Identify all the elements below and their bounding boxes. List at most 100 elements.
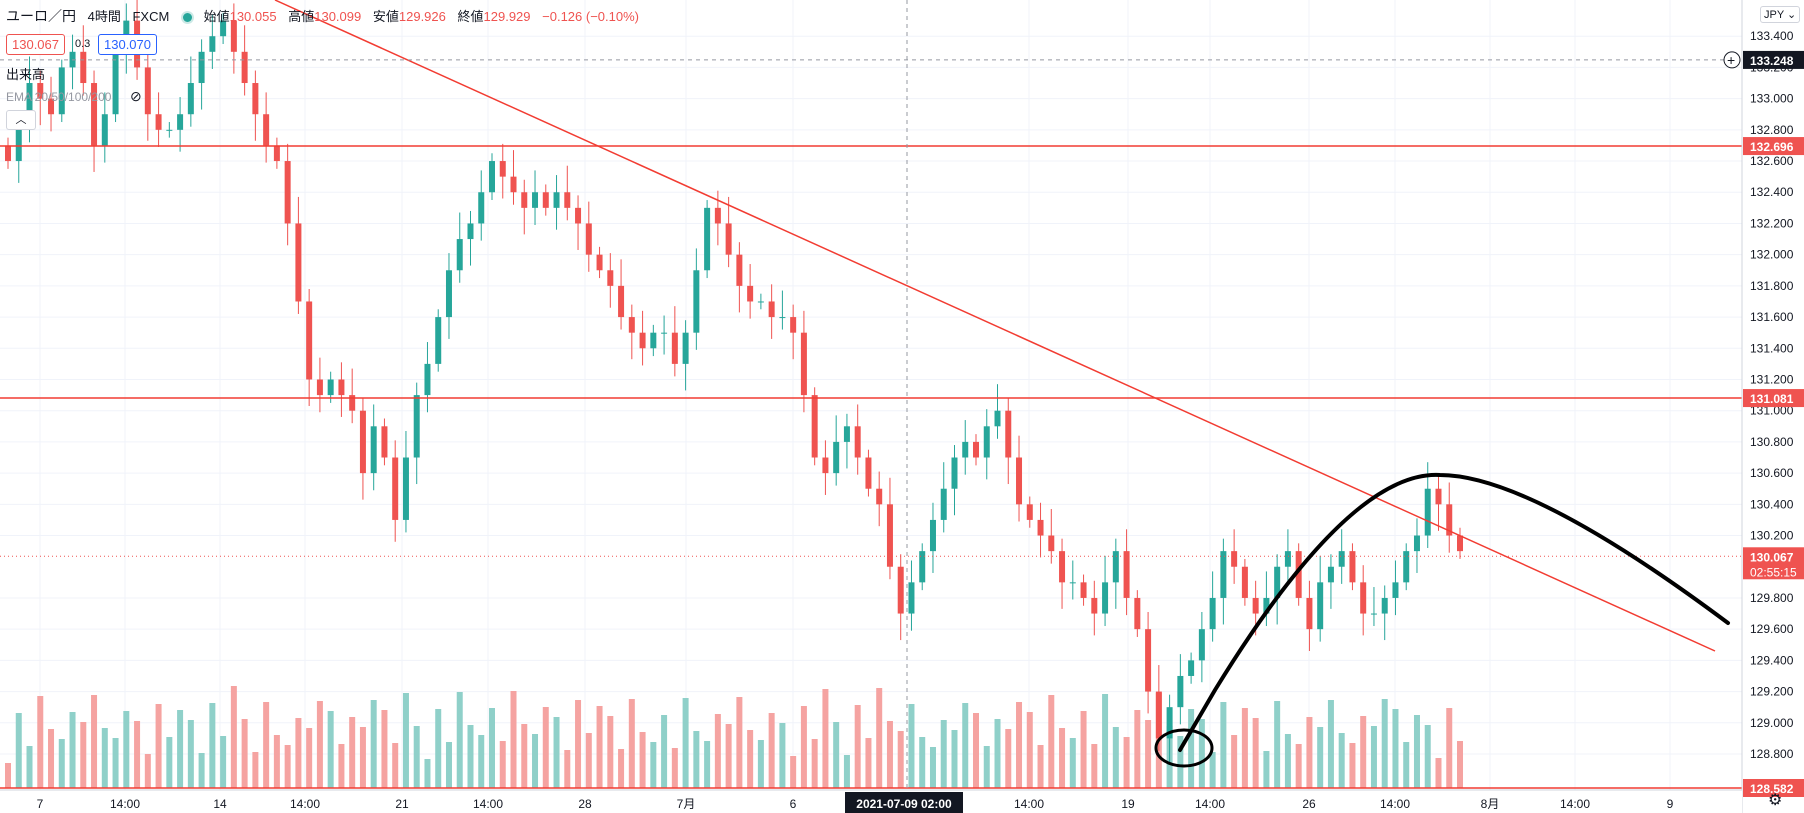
volume-bar [295,718,302,788]
volume-bar [1091,744,1098,788]
add-alert-plus: + [1727,52,1735,68]
volume-bar [424,759,431,788]
candle-body [445,270,452,318]
current-price-label: 130.067 [1750,550,1794,564]
candle-body [1274,566,1281,598]
volume-bar [155,704,162,788]
volume-bar [177,710,184,788]
volume-bar [1026,712,1033,788]
candle-body [370,426,377,474]
volume-bar [1112,727,1119,788]
x-tick-label: 21 [395,797,409,811]
candle-body [532,192,539,208]
candle-body [553,192,560,208]
currency-select[interactable]: JPY ⌄ [1760,6,1801,23]
y-tick-label: 131.600 [1750,310,1794,324]
candle-body [811,395,818,458]
volume-bar [1252,718,1259,788]
volume-bar [166,737,173,788]
y-tick-label: 132.000 [1750,248,1794,262]
candle-body [155,114,162,130]
low-value: 129.926 [398,9,446,24]
volume-bar [951,730,958,788]
volume-bar [553,717,560,788]
candle-body [940,488,947,520]
volume-bar [1338,733,1345,788]
candle-body [1188,660,1195,676]
volume-bar [736,697,743,788]
buy-button[interactable]: 130.070 [98,34,157,55]
candle-body [478,192,485,224]
volume-bar [1263,751,1270,788]
volume-bar [413,726,420,788]
x-tick-label: 14:00 [1560,797,1590,811]
x-tick-label: 14:00 [473,797,503,811]
y-tick-label: 131.800 [1750,279,1794,293]
countdown-label: 02:55:15 [1750,565,1797,579]
low-label: 安値 [372,9,399,24]
candle-body [822,457,829,474]
candle-body [714,207,721,224]
collapse-chevron-icon[interactable]: ︿ [6,110,36,130]
candle-body [273,145,280,162]
volume-bar [757,740,764,788]
candle-body [1177,675,1184,708]
volume-bar [349,717,356,788]
candle-body [1080,582,1087,598]
volume-indicator-label[interactable]: 出来高 [6,67,46,82]
candle-body [187,83,194,115]
candle-body [1424,488,1431,536]
volume-bar [306,728,313,788]
candle-body [1403,551,1410,583]
volume-bar [284,745,291,788]
volume-bar [973,713,979,788]
x-tick-label: 14 [213,797,227,811]
volume-bar [1145,720,1152,788]
y-tick-label: 129.600 [1750,622,1794,636]
candle-body [1166,707,1173,739]
volume-bar [1457,741,1463,788]
candle-body [1381,597,1388,614]
candle-body [1457,535,1463,552]
candle-body [209,36,216,52]
crosshair-time-tag [845,792,963,813]
volume-bar [1005,729,1012,788]
volume-bar [381,710,388,788]
volume-bar [359,727,366,788]
volume-bar [1080,711,1087,788]
candle-body [757,301,764,303]
candle-body [693,270,700,333]
candle-body [112,51,119,115]
volume-bar [478,735,485,788]
ema-indicator-label[interactable]: EMA 20/50/100/200 [6,90,112,104]
symbol-name[interactable]: ユーロ／円 [6,8,76,24]
volume-bar [897,731,904,788]
hidden-eye-icon[interactable]: ⊘ [130,88,142,104]
volume-bar [1037,745,1044,788]
y-tick-label: 131.200 [1750,372,1794,386]
candle-body [338,379,345,396]
volume-bar [1198,719,1205,788]
candle-body [1317,582,1324,630]
volume-bar [263,702,270,788]
candle-body [1091,597,1098,614]
candle-body [854,426,861,458]
volume-bar [37,696,44,788]
gear-icon[interactable]: ⚙ [1768,792,1783,809]
sell-button[interactable]: 130.067 [6,34,65,55]
volume-bar [1188,709,1195,788]
candle-body [510,176,517,193]
volume-bar [1284,734,1291,788]
volume-bar [865,738,872,788]
volume-bar [58,739,65,788]
candle-body [230,20,237,52]
interval-label[interactable]: 4時間 [87,9,121,24]
volume-bar [241,719,248,788]
candle-body [1231,551,1238,567]
volume-bar [499,741,506,788]
volume-bar [91,695,98,788]
volume-bar [521,724,528,788]
candle-body [381,426,388,458]
volume-bar [69,712,76,788]
